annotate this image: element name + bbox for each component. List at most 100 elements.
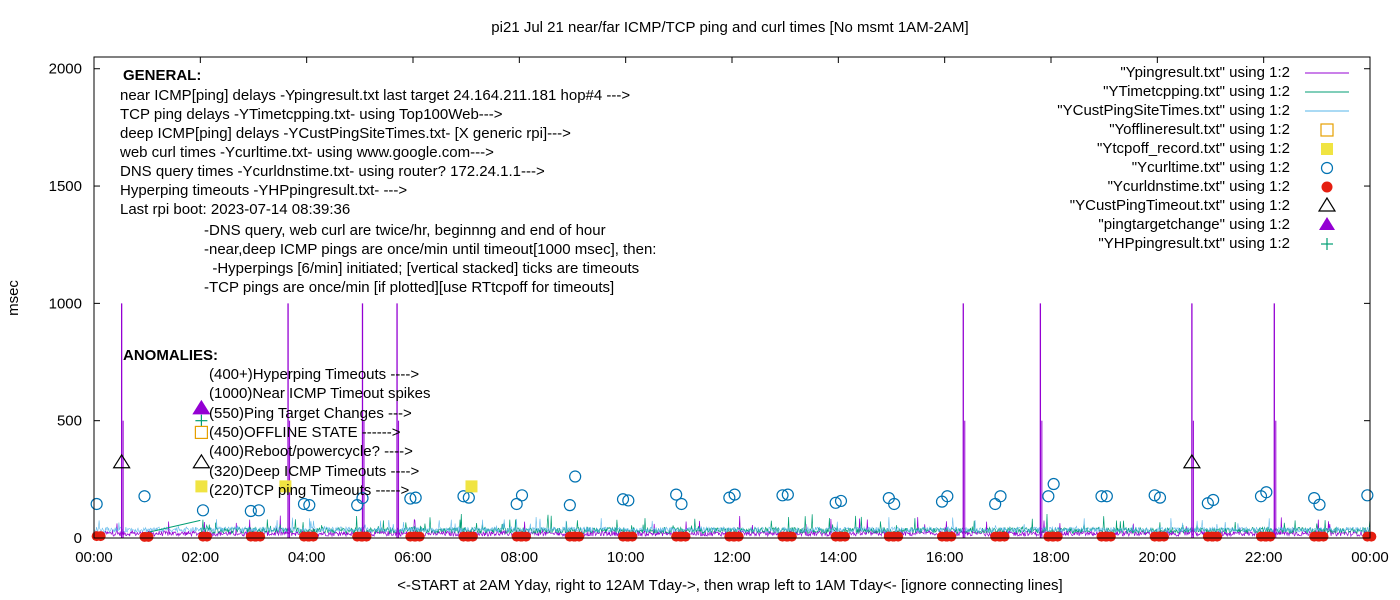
anomaly-line: (400)Reboot/powercycle? ---->: [209, 443, 413, 460]
cust-ping-timeout-point: [112, 453, 131, 469]
curl-point: [776, 489, 789, 502]
dns-point: [1105, 531, 1116, 542]
curl-point: [1260, 486, 1273, 499]
curl-point: [90, 497, 103, 511]
dns-point: [467, 531, 478, 542]
curl-point: [1207, 493, 1220, 507]
curl-point: [834, 494, 848, 508]
legend-sample-dns: [1321, 181, 1333, 193]
x-tick-label: 16:00: [926, 549, 964, 566]
x-tick-label: 14:00: [820, 549, 858, 566]
legend-sample-offline: [1320, 123, 1334, 137]
curl-point: [303, 499, 316, 512]
note-line: -TCP pings are once/min [if plotted][use…: [204, 279, 614, 296]
dns-point: [946, 531, 957, 542]
chart-title: pi21 Jul 21 near/far ICMP/TCP ping and c…: [491, 19, 968, 36]
dns-point: [143, 531, 154, 542]
dns-point: [520, 531, 531, 542]
dns-point: [839, 531, 850, 542]
legend-sample-tcpoff: [1321, 143, 1333, 155]
y-tick-label: 0: [74, 530, 82, 547]
legend-label-offline: "Yofflineresult.txt" using 1:2: [1109, 121, 1290, 138]
curl-point: [616, 493, 630, 506]
dns-point: [893, 531, 904, 542]
y-axis-label: msec: [5, 280, 22, 316]
legend-sample-curl: [1320, 161, 1334, 175]
tcp-timeout-point: [465, 480, 478, 493]
x-tick-label: 00:00: [75, 549, 113, 566]
curl-point: [1148, 489, 1161, 502]
legend-sample-timeout: [1317, 196, 1337, 212]
curl-point: [1095, 490, 1108, 503]
curl-point: [196, 504, 210, 517]
dns-point: [1158, 531, 1169, 542]
general-title: GENERAL:: [123, 67, 201, 84]
general-line: DNS query times -Ycurldnstime.txt- using…: [120, 163, 545, 180]
anomaly-marker-target: [192, 399, 211, 415]
curl-point: [563, 499, 576, 512]
x-tick-label: 00:00: [1351, 549, 1389, 566]
dns-point: [1212, 531, 1223, 542]
curl-point: [670, 488, 683, 501]
dns-point: [627, 531, 638, 542]
curl-point: [510, 497, 523, 511]
curl-point: [1100, 490, 1113, 503]
curl-point: [138, 490, 151, 503]
curl-point: [781, 488, 794, 501]
anomaly-line: (450)OFFLINE STATE ------>: [209, 424, 401, 441]
legend-sample-target: [1319, 217, 1335, 230]
curl-point: [404, 492, 417, 505]
anomalies-title: ANOMALIES:: [123, 347, 218, 364]
anomaly-line: (220)TCP ping Timeouts ----->: [209, 482, 409, 499]
y-tick-label: 2000: [49, 61, 82, 78]
general-line: Last rpi boot: 2023-07-14 08:39:36: [120, 201, 350, 218]
anomaly-marker-reboot: [192, 453, 211, 469]
dns-point: [414, 531, 425, 542]
anomaly-line: (1000)Near ICMP Timeout spikes: [209, 385, 430, 402]
tcp-timeout-point: [279, 480, 292, 493]
legend-label-tcpoff: "Ytcpoff_record.txt" using 1:2: [1097, 140, 1290, 157]
dns-point: [733, 531, 744, 542]
curl-point: [989, 497, 1002, 511]
curl-point: [622, 494, 635, 507]
dns-point: [1052, 531, 1063, 542]
legend-label-hp: "YHPpingresult.txt" using 1:2: [1098, 235, 1290, 252]
plot-frame: [93, 56, 1371, 539]
axis-ticks: 00:00 02:00 04:00 06:00 08:00 10:00 12:00 14:00…: [49, 57, 1389, 566]
curl-point: [1153, 491, 1167, 504]
curl-point: [252, 504, 265, 517]
x-tick-label: 18:00: [1032, 549, 1070, 566]
legend-label-curl: "Ycurltime.txt" using 1:2: [1132, 159, 1290, 176]
x-tick-label: 22:00: [1245, 549, 1283, 566]
general-line: web curl times -Ycurltime.txt- using www…: [119, 144, 494, 161]
tcp-wrap-line: [141, 519, 201, 535]
curl-point: [457, 490, 470, 503]
curl-point: [728, 488, 741, 501]
curl-point: [1047, 477, 1060, 491]
curl-point: [351, 499, 364, 512]
curl-point: [356, 492, 369, 505]
general-annotation: GENERAL: near ICMP[ping] delays -Ypingre…: [119, 67, 656, 296]
anomalies-annotation: ANOMALIES: (400+)Hyperping Timeouts ----…: [123, 347, 430, 499]
x-tick-label: 20:00: [1139, 549, 1177, 566]
legend-label-target: "pingtargetchange" using 1:2: [1098, 216, 1290, 233]
y-tick-label: 500: [57, 413, 82, 430]
dns-point: [680, 531, 691, 542]
general-line: Hyperping timeouts -YHPpingresult.txt- -…: [120, 182, 407, 199]
curl-point: [994, 490, 1007, 503]
legend: "Ypingresult.txt" using 1:2 "YTimetcppin…: [1057, 64, 1349, 252]
curl-point: [569, 470, 582, 483]
note-line: -near,deep ICMP pings are once/min until…: [204, 241, 656, 258]
y-tick-label: 1000: [49, 295, 82, 312]
curl-point: [244, 504, 257, 518]
dns-point: [999, 531, 1010, 542]
x-axis-label: <-START at 2AM Yday, right to 12AM Tday-…: [397, 577, 1062, 594]
dns-point: [1265, 531, 1276, 542]
curl-point: [829, 496, 842, 509]
x-tick-label: 02:00: [182, 549, 220, 566]
curl-point: [888, 497, 901, 511]
x-tick-label: 12:00: [713, 549, 751, 566]
curl-point: [409, 491, 422, 504]
dns-point: [95, 531, 106, 542]
